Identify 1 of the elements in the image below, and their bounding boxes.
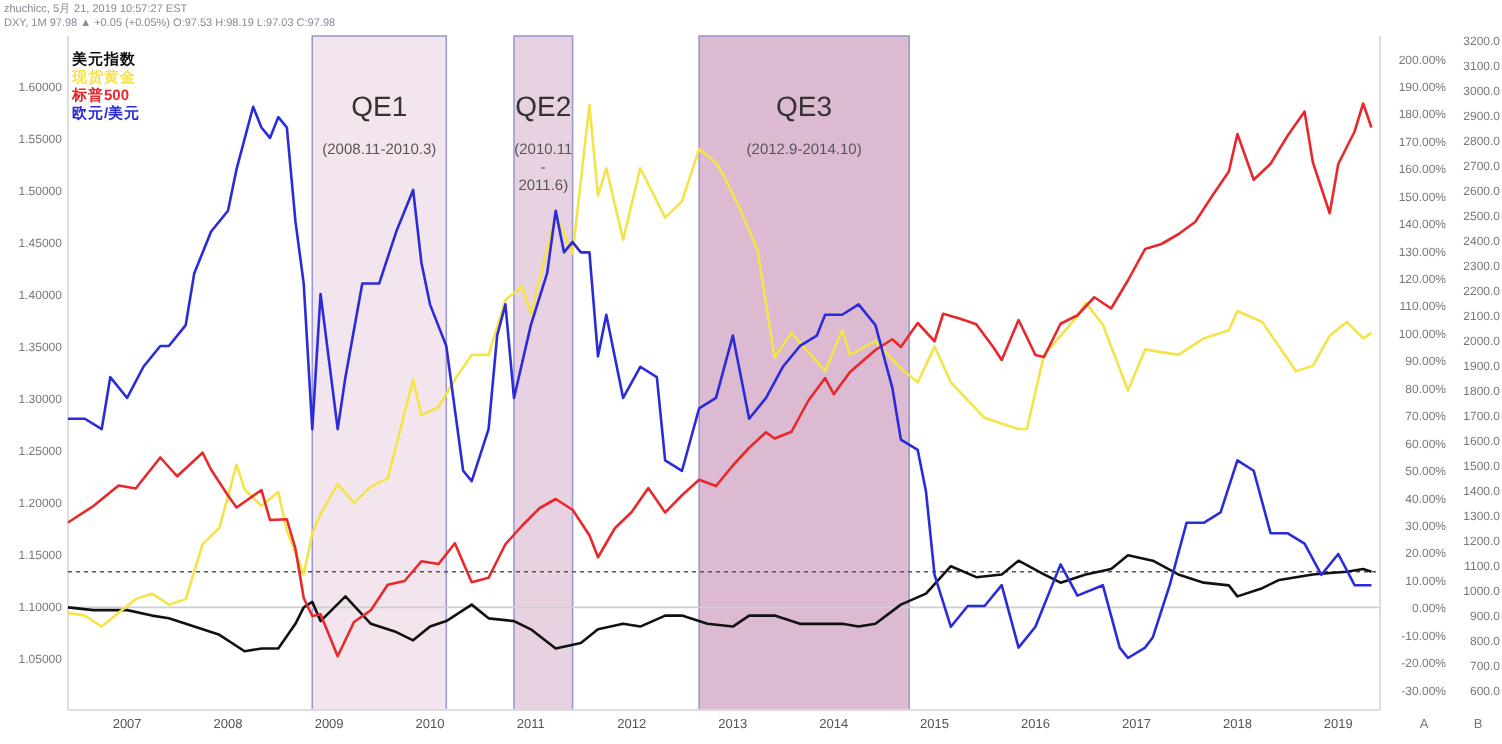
line-series	[66, 553, 1373, 653]
